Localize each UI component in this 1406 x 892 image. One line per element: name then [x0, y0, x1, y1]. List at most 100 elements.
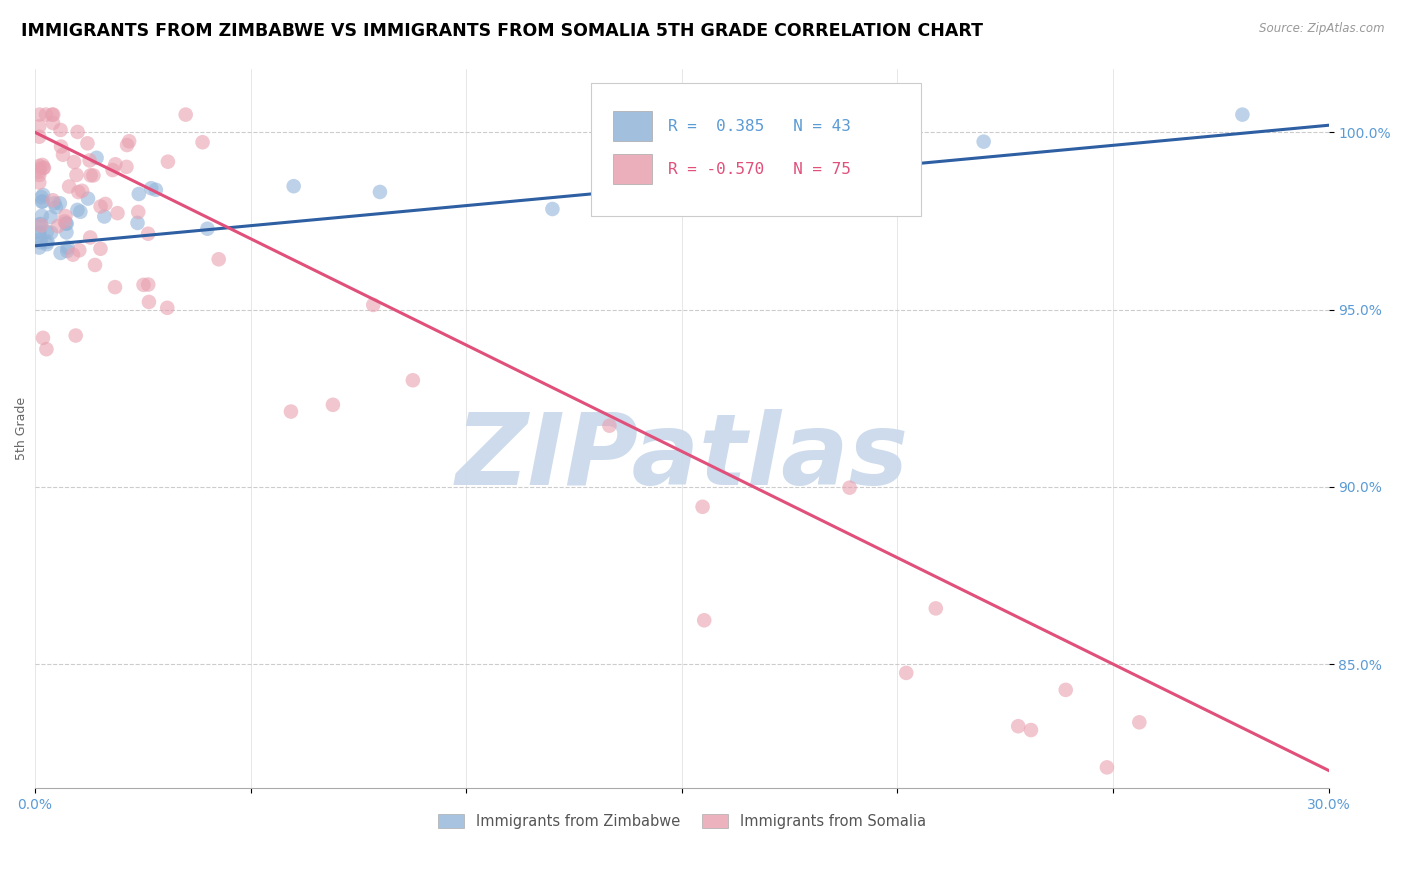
Point	[55, 217, 77, 231]
Point	[598, 418, 620, 433]
Point	[118, 134, 141, 148]
Point	[1232, 107, 1254, 121]
Point	[44, 196, 66, 211]
Point	[79, 230, 101, 244]
Point	[84, 258, 107, 272]
Point	[49, 196, 72, 211]
Point	[28, 241, 51, 255]
Point	[136, 227, 159, 241]
Text: Source: ZipAtlas.com: Source: ZipAtlas.com	[1260, 22, 1385, 36]
Point	[76, 136, 98, 151]
Point	[32, 331, 55, 345]
Point	[32, 161, 55, 175]
Point	[39, 210, 62, 224]
Point	[28, 129, 51, 144]
Point	[35, 225, 58, 239]
Point	[925, 601, 948, 615]
Point	[28, 159, 51, 173]
Point	[65, 168, 87, 182]
Point	[55, 216, 77, 230]
Point	[127, 205, 149, 219]
Point	[128, 186, 150, 201]
Point	[322, 398, 344, 412]
Point	[197, 221, 219, 235]
Point	[28, 120, 51, 134]
Point	[28, 218, 51, 232]
Point	[79, 169, 101, 183]
FancyBboxPatch shape	[613, 111, 652, 141]
Point	[35, 237, 58, 252]
Point	[53, 214, 76, 228]
Point	[89, 242, 111, 256]
Point	[361, 298, 384, 312]
Point	[49, 139, 72, 153]
Point	[31, 209, 53, 223]
Point	[30, 217, 52, 231]
Point	[41, 107, 63, 121]
FancyBboxPatch shape	[613, 154, 652, 185]
Point	[28, 225, 51, 239]
Point	[42, 107, 65, 121]
Point	[692, 500, 714, 514]
Point	[101, 163, 124, 178]
Point	[104, 157, 127, 171]
Point	[541, 202, 564, 216]
Text: R = -0.570   N = 75: R = -0.570 N = 75	[668, 161, 851, 177]
Point	[82, 169, 104, 183]
Point	[35, 107, 58, 121]
Point	[65, 328, 87, 343]
Point	[35, 342, 58, 356]
Text: ZIPatlas: ZIPatlas	[456, 409, 908, 506]
Point	[69, 204, 91, 219]
Point	[191, 135, 214, 149]
Point	[31, 194, 53, 209]
Point	[145, 183, 167, 197]
Point	[32, 188, 55, 202]
Point	[800, 142, 823, 156]
Point	[138, 295, 160, 310]
Point	[1054, 682, 1077, 697]
Point	[86, 151, 108, 165]
Point	[104, 280, 127, 294]
Point	[208, 252, 231, 267]
Point	[973, 135, 995, 149]
Point	[1095, 760, 1118, 774]
Point	[93, 210, 115, 224]
Point	[67, 244, 90, 258]
Point	[115, 138, 138, 153]
Point	[115, 160, 138, 174]
Point	[67, 185, 90, 199]
Point	[49, 246, 72, 260]
Point	[42, 193, 65, 207]
Point	[70, 184, 93, 198]
Point	[39, 226, 62, 240]
Point	[141, 181, 163, 195]
Point	[671, 173, 693, 187]
Point	[58, 179, 80, 194]
Point	[156, 301, 179, 315]
Point	[132, 277, 155, 292]
Point	[127, 216, 149, 230]
Point	[79, 153, 101, 168]
Point	[90, 200, 112, 214]
Y-axis label: 5th Grade: 5th Grade	[15, 397, 28, 460]
Point	[107, 206, 129, 220]
Point	[32, 161, 55, 175]
Point	[66, 125, 89, 139]
Text: R =  0.385   N = 43: R = 0.385 N = 43	[668, 119, 851, 134]
Point	[174, 107, 197, 121]
Point	[136, 277, 159, 292]
Point	[77, 192, 100, 206]
Point	[52, 147, 75, 161]
Point	[30, 232, 52, 246]
Point	[28, 227, 51, 241]
Text: IMMIGRANTS FROM ZIMBABWE VS IMMIGRANTS FROM SOMALIA 5TH GRADE CORRELATION CHART: IMMIGRANTS FROM ZIMBABWE VS IMMIGRANTS F…	[21, 22, 983, 40]
Point	[28, 176, 51, 190]
Point	[55, 209, 77, 223]
Point	[28, 107, 51, 121]
FancyBboxPatch shape	[592, 83, 921, 216]
Point	[402, 373, 425, 387]
Point	[28, 161, 51, 176]
Point	[156, 154, 179, 169]
Point	[28, 168, 51, 182]
